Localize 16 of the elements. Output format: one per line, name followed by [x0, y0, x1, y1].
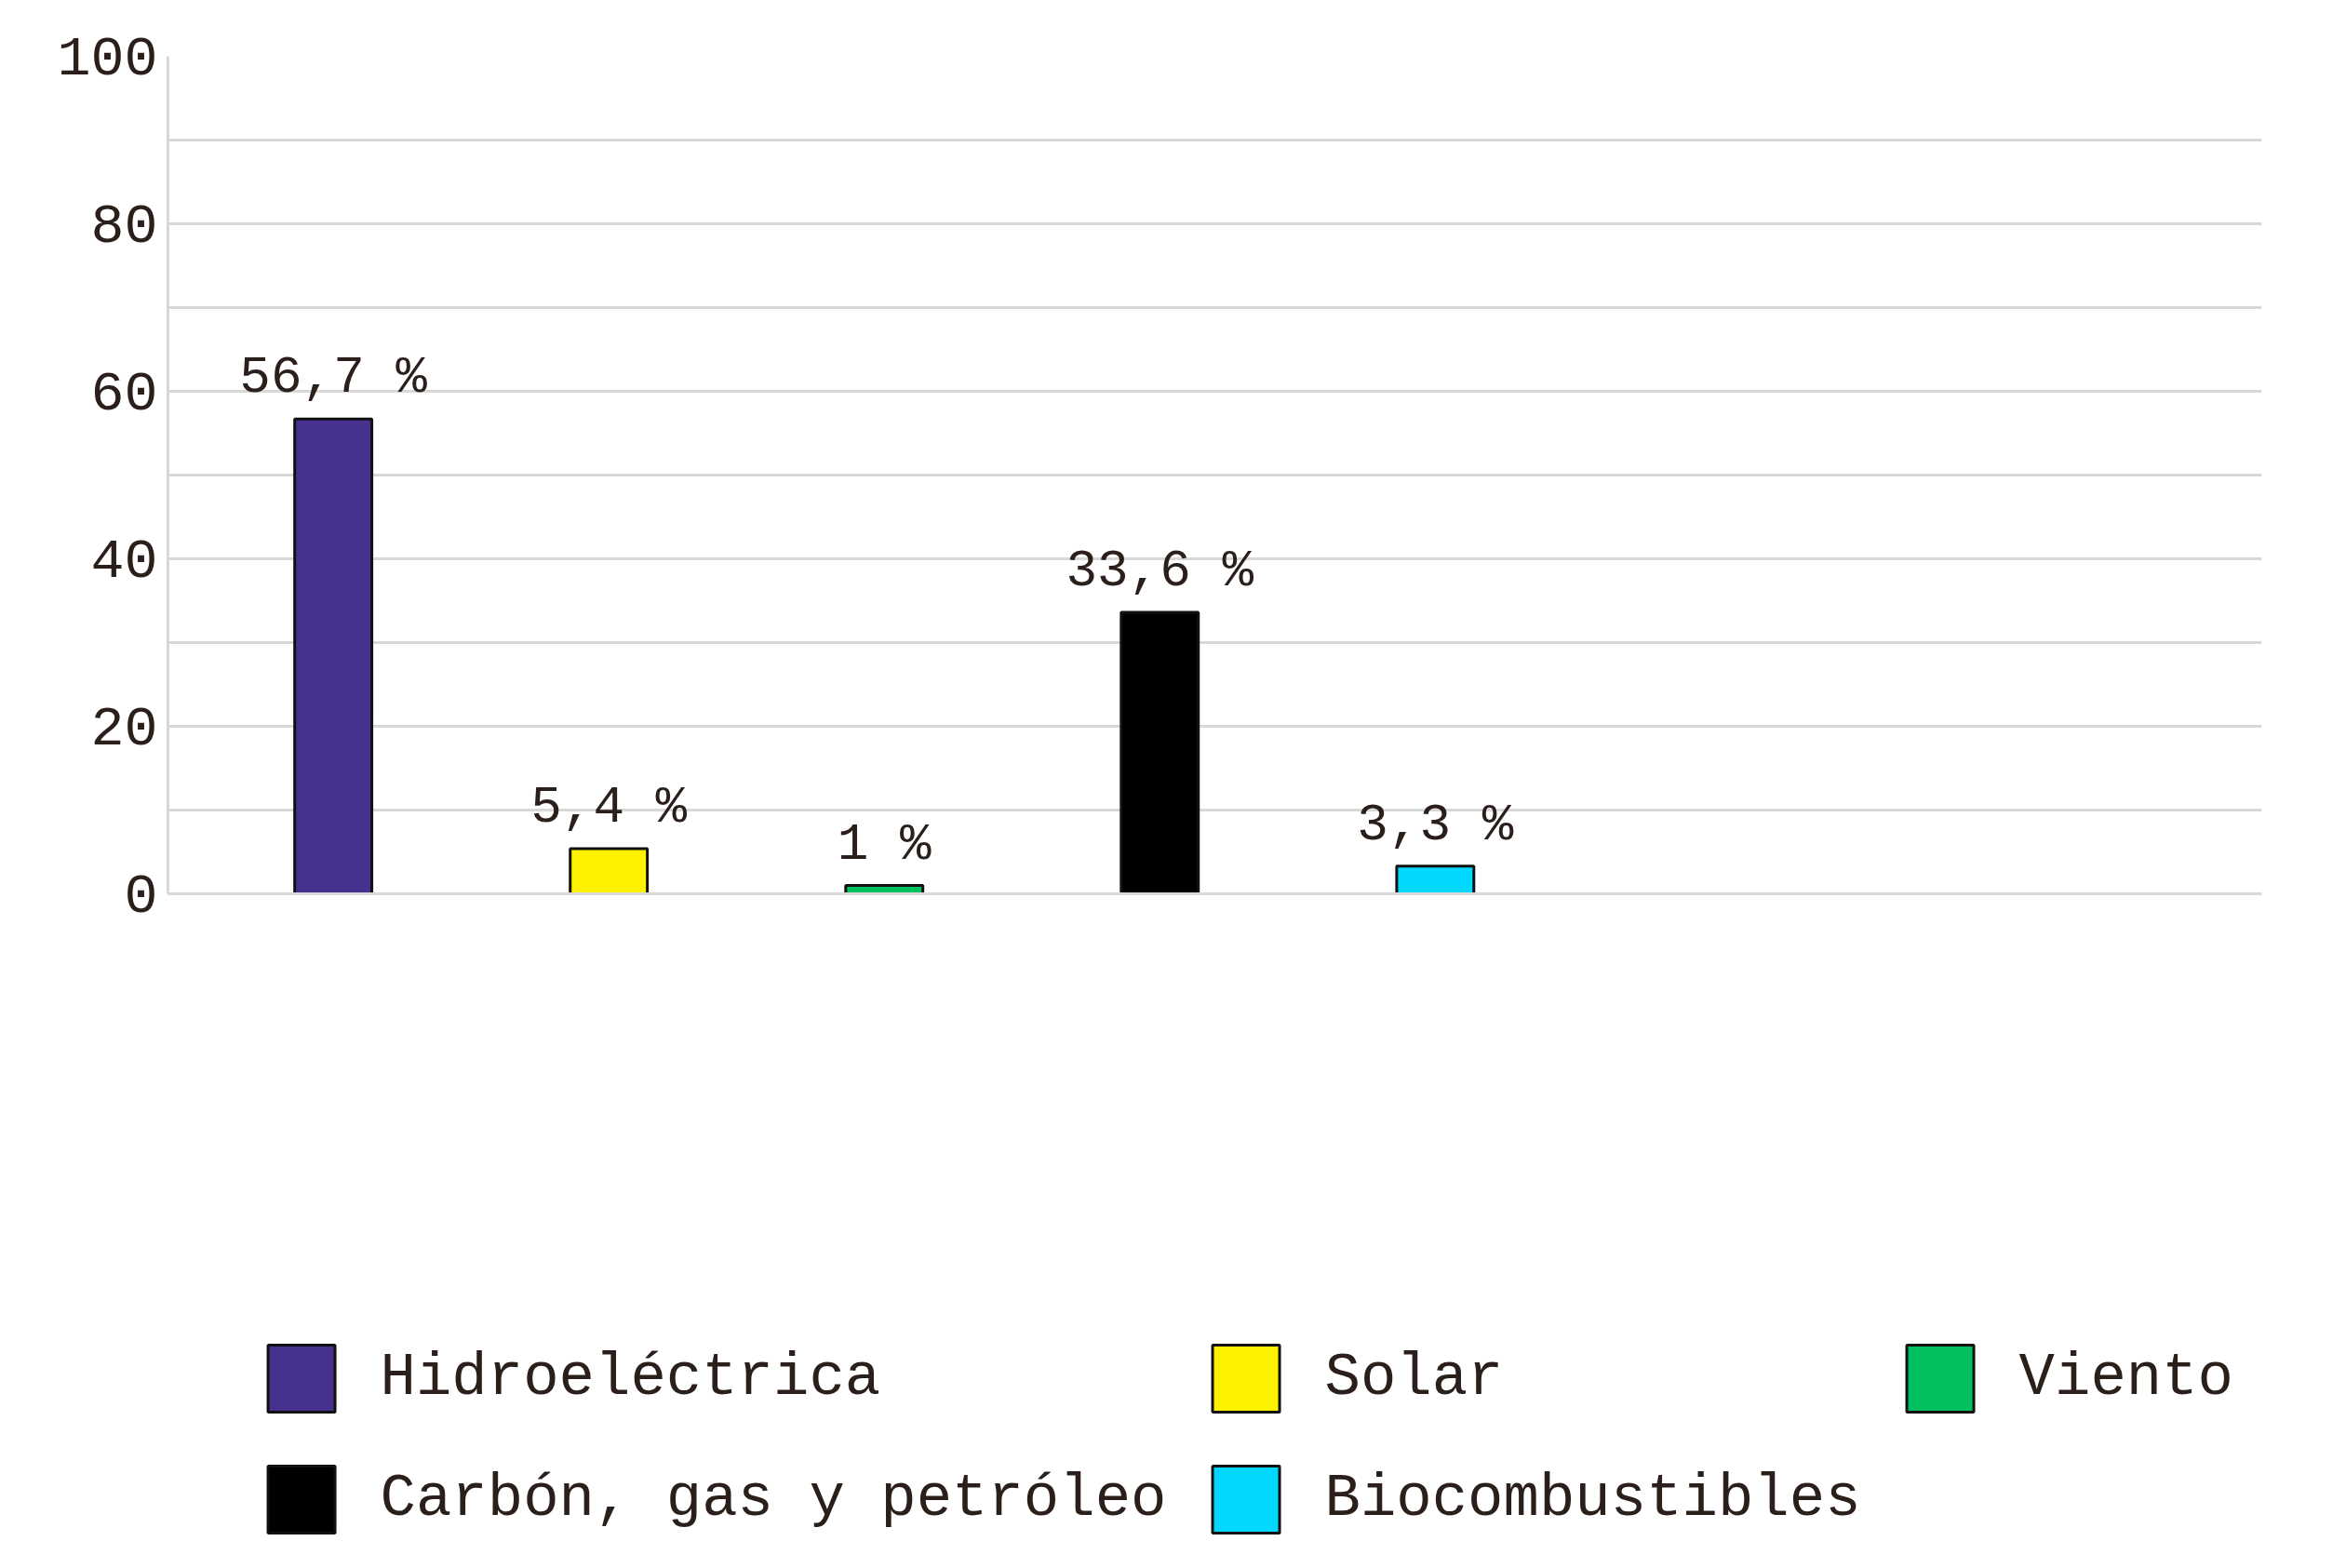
legend-label: Viento — [2018, 1345, 2233, 1412]
data-label: 1 % — [837, 814, 932, 875]
data-label: 5,4 % — [530, 777, 688, 838]
y-tick-label: 100 — [57, 28, 158, 91]
data-label: 33,6 % — [1066, 542, 1254, 602]
data-label: 3,3 % — [1357, 795, 1514, 855]
y-tick-label: 60 — [90, 363, 158, 426]
legend-label: Hidroeléctrica — [380, 1345, 881, 1412]
y-tick-label: 20 — [90, 698, 158, 761]
y-tick-label: 40 — [90, 530, 158, 594]
legend-label: Solar — [1324, 1345, 1504, 1412]
y-tick-label: 80 — [90, 195, 158, 259]
y-tick-label: 0 — [124, 865, 158, 929]
legend-label: Carbón, gas y petróleo — [380, 1466, 1167, 1533]
legend-label: Biocombustibles — [1324, 1466, 1861, 1533]
data-label: 56,7 % — [239, 348, 428, 409]
